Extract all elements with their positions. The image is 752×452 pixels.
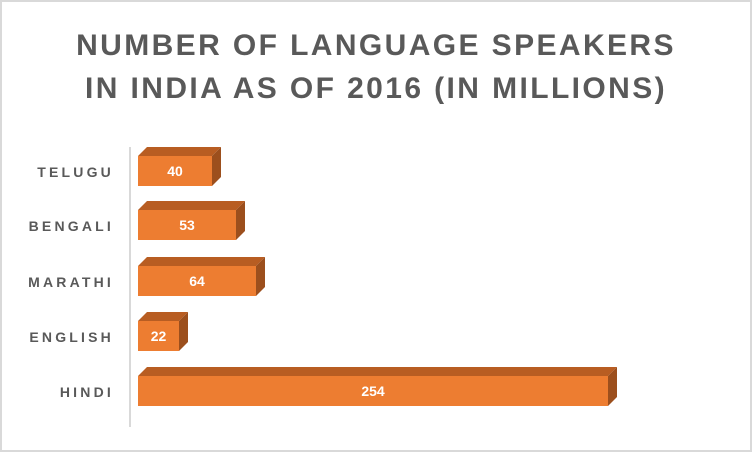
data-label-telugu: 40 xyxy=(167,163,183,179)
category-label-telugu: TELUGU xyxy=(37,164,114,180)
chart-title: NUMBER OF LANGUAGE SPEAKERS IN INDIA AS … xyxy=(2,24,750,110)
data-label-marathi: 64 xyxy=(189,273,205,289)
bar-telugu: 40 xyxy=(138,147,221,186)
category-label-english: ENGLISH xyxy=(29,329,114,345)
data-label-bengali: 53 xyxy=(179,217,195,233)
chart-title-line-1: NUMBER OF LANGUAGE SPEAKERS xyxy=(76,29,676,62)
category-axis-line xyxy=(129,147,131,427)
bar-bengali: 53 xyxy=(138,201,245,240)
category-label-marathi: MARATHI xyxy=(28,274,114,290)
bar-english: 22 xyxy=(138,312,188,351)
category-label-bengali: BENGALI xyxy=(28,218,114,234)
data-label-english: 22 xyxy=(150,328,167,344)
data-label-hindi: 254 xyxy=(361,383,385,399)
category-label-hindi: HINDI xyxy=(59,384,114,400)
bar-marathi: 64 xyxy=(138,257,265,296)
chart-title-line-2: IN INDIA AS OF 2016 (IN MILLIONS) xyxy=(84,72,668,105)
bar-hindi: 254 xyxy=(138,367,617,406)
